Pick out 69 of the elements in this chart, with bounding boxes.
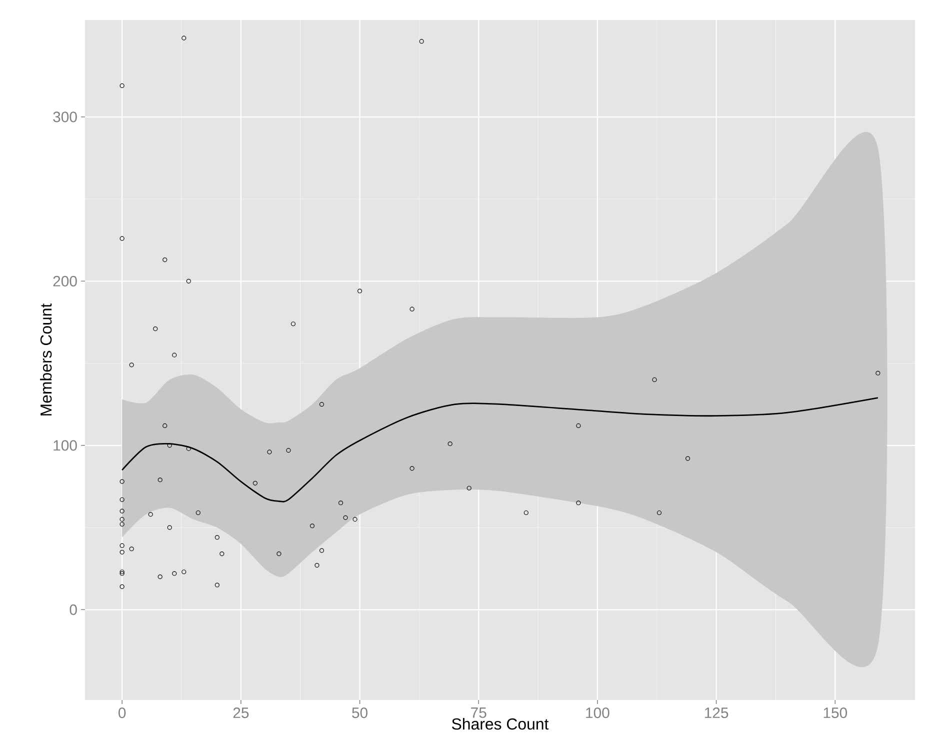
point [120, 479, 124, 484]
point [167, 443, 172, 448]
point [352, 517, 358, 522]
point [876, 370, 880, 376]
point [319, 548, 324, 553]
point [220, 552, 224, 556]
point [343, 515, 348, 520]
point [252, 480, 258, 486]
point [214, 582, 220, 588]
point [120, 584, 124, 589]
x-tick-label: 100 [586, 708, 610, 718]
x-tick-label: 0 [118, 708, 126, 718]
point [576, 500, 581, 506]
point [120, 550, 124, 554]
point [448, 441, 452, 446]
point [162, 258, 168, 262]
x-tick-label: 75 [471, 708, 486, 718]
point [120, 522, 124, 527]
point [120, 508, 124, 514]
point [167, 525, 172, 530]
point [158, 478, 162, 482]
point [153, 326, 158, 332]
point [186, 278, 191, 284]
x-tick-label: 50 [352, 708, 368, 718]
point [410, 466, 414, 471]
point [466, 486, 472, 490]
x-tick-label: 25 [233, 708, 249, 718]
y-tick-label: 0 [70, 604, 77, 615]
point [182, 570, 186, 574]
point [310, 524, 315, 528]
point [162, 423, 168, 428]
x-axis-title: Shares Count [452, 718, 549, 730]
point [182, 36, 186, 40]
point [314, 563, 320, 568]
point [286, 448, 291, 453]
point [338, 500, 344, 506]
point [129, 546, 134, 552]
point [652, 377, 657, 382]
y-tick-label: 200 [53, 276, 77, 286]
point [196, 510, 200, 516]
point [186, 446, 191, 451]
x-tick-label: 125 [704, 708, 728, 718]
point [319, 402, 324, 407]
point [419, 39, 424, 44]
point [357, 288, 362, 294]
point [267, 450, 272, 454]
point [172, 352, 177, 358]
point [214, 535, 220, 540]
point [120, 236, 124, 241]
point [576, 423, 581, 428]
point [290, 322, 296, 326]
point [172, 571, 177, 576]
point [120, 83, 124, 88]
point [148, 512, 153, 517]
point [524, 510, 528, 516]
point [276, 552, 282, 556]
point [120, 517, 124, 522]
x-tick-label: 150 [824, 708, 848, 718]
point [656, 510, 662, 516]
point [120, 497, 124, 502]
y-axis-title: Members Count [40, 303, 52, 416]
point [158, 574, 162, 580]
line-series [121, 397, 879, 502]
point [120, 543, 124, 548]
point [685, 456, 690, 461]
y-tick-label: 100 [54, 440, 77, 451]
point [129, 362, 134, 368]
point [410, 306, 414, 312]
y-tick-label: 300 [53, 112, 77, 122]
